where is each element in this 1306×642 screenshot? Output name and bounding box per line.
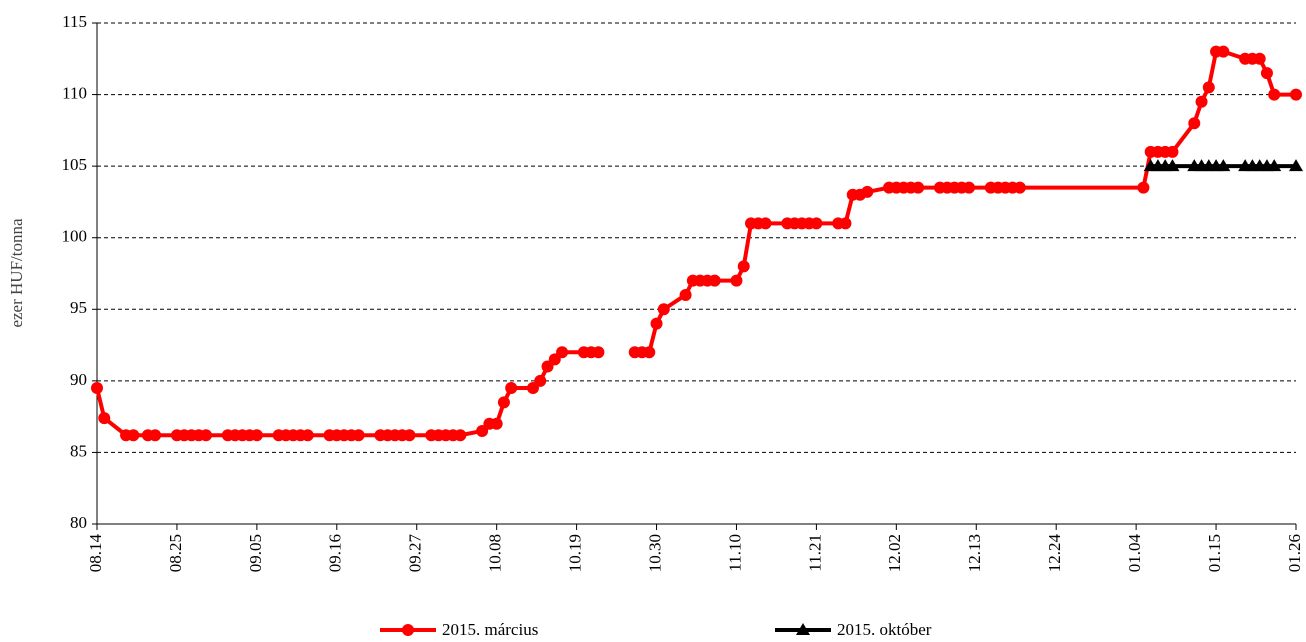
marker bbox=[352, 429, 365, 442]
y-tick-label: 110 bbox=[62, 83, 87, 102]
marker bbox=[839, 217, 852, 230]
marker bbox=[963, 181, 975, 194]
marker bbox=[737, 260, 750, 273]
x-tick-label: 09.27 bbox=[406, 534, 425, 573]
marker bbox=[91, 382, 103, 395]
legend-marker bbox=[796, 623, 810, 635]
legend-label: 2015. március bbox=[442, 620, 538, 639]
marker bbox=[592, 346, 605, 359]
marker bbox=[650, 317, 663, 330]
x-tick-label: 09.16 bbox=[326, 534, 345, 572]
legend-marker bbox=[402, 624, 414, 636]
marker bbox=[1217, 45, 1230, 58]
marker bbox=[810, 217, 823, 230]
marker bbox=[250, 429, 263, 442]
marker bbox=[759, 217, 772, 230]
marker bbox=[534, 374, 547, 387]
marker bbox=[1195, 95, 1208, 108]
marker bbox=[1267, 159, 1282, 172]
x-tick-label: 10.08 bbox=[486, 534, 505, 572]
marker bbox=[1137, 181, 1150, 194]
marker bbox=[708, 274, 721, 287]
marker bbox=[403, 429, 416, 442]
y-tick-label: 85 bbox=[70, 441, 87, 460]
x-tick-label: 08.25 bbox=[166, 534, 185, 572]
y-tick-label: 95 bbox=[70, 298, 87, 317]
marker bbox=[1013, 181, 1026, 194]
marker bbox=[505, 382, 518, 395]
x-tick-label: 10.19 bbox=[566, 534, 585, 572]
x-tick-label: 01.26 bbox=[1285, 534, 1304, 572]
marker bbox=[1260, 67, 1273, 80]
marker bbox=[127, 429, 140, 442]
marker bbox=[1268, 88, 1281, 101]
x-tick-label: 11.21 bbox=[805, 534, 824, 572]
marker bbox=[301, 429, 314, 442]
y-tick-label: 90 bbox=[70, 370, 87, 389]
marker bbox=[1188, 117, 1201, 130]
marker bbox=[1202, 81, 1215, 94]
y-tick-label: 105 bbox=[62, 155, 88, 174]
marker bbox=[1216, 159, 1231, 172]
marker bbox=[490, 417, 503, 430]
marker bbox=[1290, 88, 1302, 101]
marker bbox=[1253, 52, 1266, 65]
y-axis-label: ezer HUF/tonna bbox=[7, 218, 26, 328]
marker bbox=[657, 303, 670, 316]
x-tick-label: 11.10 bbox=[725, 534, 744, 572]
series-line bbox=[95, 49, 1296, 438]
x-tick-label: 01.15 bbox=[1205, 534, 1224, 572]
y-tick-label: 115 bbox=[62, 12, 87, 31]
marker bbox=[679, 288, 692, 301]
marker bbox=[149, 429, 162, 442]
marker bbox=[730, 274, 743, 287]
marker bbox=[1289, 159, 1303, 172]
marker bbox=[861, 185, 874, 198]
x-tick-label: 09.05 bbox=[246, 534, 265, 572]
marker bbox=[1166, 145, 1179, 158]
x-tick-label: 12.02 bbox=[885, 534, 904, 572]
marker bbox=[454, 429, 467, 442]
x-tick-label: 12.13 bbox=[965, 534, 984, 572]
marker bbox=[643, 346, 656, 359]
legend-label: 2015. október bbox=[837, 620, 932, 639]
x-tick-label: 10.30 bbox=[645, 534, 664, 572]
marker bbox=[98, 412, 111, 425]
y-tick-label: 100 bbox=[62, 227, 88, 246]
x-tick-label: 01.04 bbox=[1125, 534, 1144, 573]
x-tick-label: 08.14 bbox=[86, 534, 105, 573]
marker bbox=[200, 429, 212, 442]
marker bbox=[1165, 159, 1180, 172]
marker bbox=[497, 396, 510, 409]
marker bbox=[912, 181, 925, 194]
y-tick-label: 80 bbox=[70, 513, 87, 532]
x-tick-label: 12.24 bbox=[1045, 534, 1064, 573]
marker bbox=[556, 346, 569, 359]
